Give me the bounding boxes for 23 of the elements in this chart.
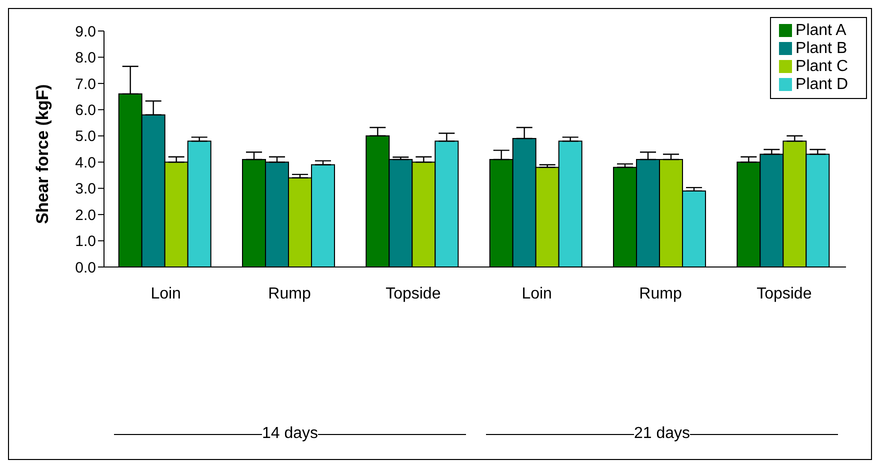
x-tick-label: Topside	[756, 285, 812, 302]
y-tick-label: 9.0	[75, 23, 96, 40]
text: 14 days	[262, 425, 318, 443]
y-tick-label: 8.0	[75, 50, 96, 67]
x-tick-label: Loin	[522, 285, 552, 302]
y-tick-label: 0.0	[75, 259, 96, 276]
legend-label: Plant C	[796, 58, 848, 75]
x-tick-label: Topside	[386, 285, 441, 302]
y-tick-label: 4.0	[75, 154, 96, 172]
x-tick-label: Rump	[268, 285, 311, 302]
y-axis-title: Shear force (kgF)	[33, 84, 52, 224]
y-tick-label: 7.0	[75, 76, 96, 93]
x-tick-label: Rump	[639, 285, 682, 302]
y-tick-label: 6.0	[75, 102, 96, 119]
legend-label: Plant B	[796, 40, 848, 57]
y-tick-label: 3.0	[75, 180, 96, 198]
y-tick-label: 5.0	[75, 128, 96, 146]
y-tick-label: 1.0	[75, 233, 96, 250]
legend-label: Plant A	[796, 22, 846, 39]
legend-label: Plant D	[796, 76, 848, 93]
y-tick-label: 2.0	[75, 206, 96, 224]
x-tick-label: Loin	[150, 285, 181, 302]
text: 21 days	[634, 425, 690, 443]
